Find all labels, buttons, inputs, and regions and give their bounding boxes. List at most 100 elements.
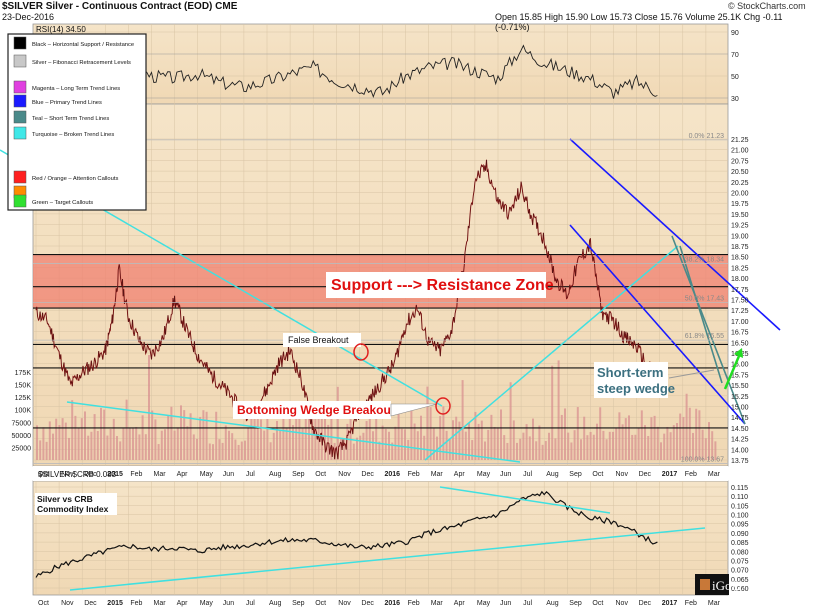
volume-bar bbox=[64, 422, 67, 460]
x-tick-label: Aug bbox=[269, 471, 282, 478]
x-tick-label: Sep bbox=[569, 600, 582, 607]
blue-trendline bbox=[569, 224, 746, 425]
volume-bar bbox=[90, 431, 93, 460]
volume-bar bbox=[503, 435, 506, 460]
volume-bar bbox=[202, 410, 205, 460]
x-tick-label: Oct bbox=[592, 600, 603, 607]
volume-bar bbox=[573, 430, 576, 460]
volume-bar bbox=[336, 386, 339, 460]
volume-bar bbox=[109, 428, 112, 460]
volume-bar bbox=[538, 425, 541, 460]
volume-bar bbox=[58, 425, 61, 460]
volume-tick-label: 125K bbox=[15, 395, 32, 402]
volume-bar bbox=[170, 406, 173, 460]
volume-bar bbox=[679, 413, 682, 460]
volume-bar bbox=[685, 393, 688, 460]
rsi-label: RSI(14) 34.50 bbox=[36, 25, 86, 34]
teal-trendline bbox=[679, 245, 723, 384]
volume-bar bbox=[359, 435, 362, 460]
x-tick-label: Oct bbox=[315, 471, 326, 478]
volume-bar bbox=[506, 442, 509, 460]
volume-bar bbox=[532, 418, 534, 460]
copyright: © StockCharts.com bbox=[728, 1, 806, 11]
volume-bar bbox=[260, 419, 262, 460]
x-tick-label: Oct bbox=[38, 471, 49, 478]
volume-bar bbox=[704, 438, 707, 460]
volume-bar bbox=[490, 414, 493, 460]
volume-bar bbox=[61, 418, 64, 460]
fib-label: 50.0% 17.43 bbox=[685, 295, 724, 302]
x-tick-label: Dec bbox=[84, 471, 97, 478]
ratio-tick-label: 0.100 bbox=[731, 513, 749, 520]
volume-bar bbox=[292, 425, 294, 460]
ratio-title-2: Commodity Index bbox=[37, 504, 109, 514]
chart-date: 23-Dec-2016 bbox=[2, 12, 55, 22]
x-tick-label: Feb bbox=[408, 471, 420, 478]
x-tick-label: 2016 bbox=[385, 471, 401, 478]
x-tick-label: Feb bbox=[685, 600, 697, 607]
ratio-panel bbox=[32, 480, 729, 596]
x-tick-label: Oct bbox=[592, 471, 603, 478]
volume-bar bbox=[666, 426, 669, 460]
fib-label: 100.0% 13.67 bbox=[681, 456, 724, 463]
volume-bar bbox=[452, 420, 454, 460]
volume-bar bbox=[103, 409, 106, 460]
volume-bar bbox=[528, 436, 531, 460]
price-tick-label: 15.50 bbox=[731, 383, 749, 390]
volume-bar bbox=[272, 432, 275, 460]
volume-bar bbox=[612, 431, 614, 460]
x-tick-label: Jun bbox=[223, 471, 234, 478]
volume-bar bbox=[52, 433, 54, 460]
volume-bar bbox=[368, 411, 371, 460]
volume-bar bbox=[343, 438, 346, 460]
volume-bar bbox=[199, 417, 202, 460]
volume-bar bbox=[484, 441, 486, 460]
price-tick-label: 18.75 bbox=[731, 244, 749, 251]
volume-bar bbox=[602, 430, 605, 460]
x-tick-label: Feb bbox=[685, 471, 697, 478]
volume-bar bbox=[448, 438, 451, 460]
volume-bar bbox=[404, 429, 406, 460]
price-tick-label: 15.00 bbox=[731, 405, 749, 412]
x-tick-label: May bbox=[477, 471, 491, 478]
volume-bar bbox=[288, 409, 291, 460]
volume-bar bbox=[676, 423, 678, 460]
x-tick-label: Feb bbox=[130, 600, 142, 607]
bottoming-callout: Bottoming Wedge Breakout bbox=[233, 397, 451, 419]
volume-bar bbox=[650, 417, 653, 460]
price-tick-label: 19.50 bbox=[731, 212, 749, 219]
volume-bar bbox=[522, 432, 525, 460]
volume-bar bbox=[189, 413, 192, 460]
volume-bar bbox=[426, 386, 429, 460]
x-tick-label: Feb bbox=[408, 600, 420, 607]
price-tick-label: 14.25 bbox=[731, 437, 749, 444]
volume-bar bbox=[77, 428, 80, 460]
x-tick-label: Jul bbox=[523, 600, 532, 607]
zone-label: Support ---> Resistance Zone bbox=[331, 277, 554, 294]
bottoming-label: Bottoming Wedge Breakout bbox=[237, 403, 395, 417]
volume-bar bbox=[560, 414, 563, 460]
x-tick-label: Nov bbox=[338, 471, 351, 478]
volume-bar bbox=[410, 410, 413, 460]
quote-line: Open 15.85 High 15.90 Low 15.73 Close 15… bbox=[495, 12, 783, 32]
volume-bar bbox=[519, 438, 522, 460]
volume-bar bbox=[196, 438, 198, 460]
volume-bar bbox=[516, 442, 518, 460]
volume-bar bbox=[586, 435, 589, 460]
price-tick-label: 15.25 bbox=[731, 394, 749, 401]
price-tick-label: 21.25 bbox=[731, 137, 749, 144]
volume-bar bbox=[215, 411, 218, 460]
x-tick-label: Dec bbox=[639, 471, 652, 478]
volume-bar bbox=[221, 442, 224, 460]
volume-bar bbox=[128, 427, 131, 460]
price-line-shadow bbox=[35, 159, 660, 460]
ratio-tick-label: 0.080 bbox=[731, 549, 749, 556]
volume-bar bbox=[592, 434, 595, 460]
volume-tick-label: 75000 bbox=[12, 420, 32, 427]
volume-bar bbox=[695, 408, 698, 460]
volume-bar bbox=[381, 425, 384, 460]
volume-bar bbox=[135, 426, 138, 460]
volume-bar bbox=[644, 425, 646, 460]
ratio-line bbox=[35, 490, 658, 578]
ratio-tick-label: 0.075 bbox=[731, 558, 749, 565]
